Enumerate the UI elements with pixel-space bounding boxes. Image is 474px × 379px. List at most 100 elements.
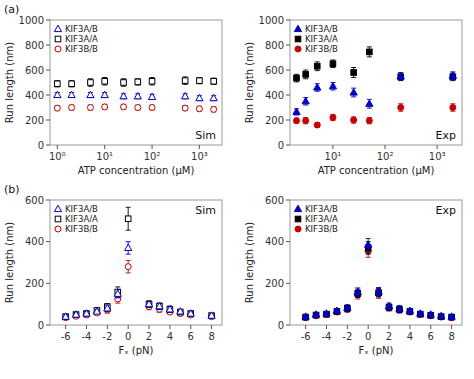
error-bar [135, 105, 140, 110]
x-tick-label: 6 [428, 331, 434, 342]
legend-label: KIF3A/A [65, 214, 98, 224]
error-bar [88, 105, 93, 110]
x-tick [347, 325, 348, 329]
legend-marker [295, 36, 301, 42]
error-bar [150, 105, 155, 110]
y-axis-label: Run length (nm) [4, 42, 15, 123]
point [197, 78, 203, 84]
legend-label: KIF3A/A [65, 34, 98, 44]
x-axis-label: ATP concentration (μM) [78, 165, 195, 176]
point [396, 305, 403, 311]
point [385, 302, 392, 308]
legend-marker [55, 226, 61, 232]
point [93, 308, 100, 314]
point [314, 84, 321, 90]
point [167, 307, 173, 313]
legend: KIF3A/BKIF3A/AKIF3B/B [294, 24, 338, 54]
x-tick-label: 6 [188, 331, 194, 342]
series [63, 207, 215, 319]
point [187, 310, 194, 316]
x-tick [437, 145, 438, 149]
point [438, 312, 445, 318]
y-tick [286, 145, 290, 146]
legend-label: KIF3A/A [305, 34, 338, 44]
point [101, 91, 108, 97]
y-tick-label: 400 [25, 90, 44, 101]
y-tick-label: 400 [265, 90, 284, 101]
y-tick-label: 600 [25, 195, 44, 206]
x-tick-label: 10⁰ [49, 151, 66, 162]
point [177, 308, 184, 314]
error-bar [303, 70, 308, 79]
panel: 0200400600-6-4-202468Fₓ (pN)Run length (… [4, 183, 222, 356]
point [366, 118, 372, 124]
error-bar [197, 106, 202, 111]
error-bar [183, 77, 188, 85]
y-tick [286, 95, 290, 96]
x-tick-label: 0 [125, 331, 131, 342]
point [196, 94, 203, 100]
y-tick-label: 0 [38, 320, 44, 331]
legend-label: KIF3A/A [305, 214, 338, 224]
series [62, 242, 215, 320]
y-axis-label: Run length (nm) [4, 222, 15, 303]
point [330, 61, 336, 67]
point [294, 75, 300, 81]
x-tick-label: 10³ [429, 151, 446, 162]
legend-marker [294, 205, 301, 211]
point [293, 108, 300, 114]
point [157, 303, 163, 309]
legend-marker [295, 216, 301, 222]
point [209, 313, 215, 319]
y-tick-label: 0 [278, 320, 284, 331]
point [84, 311, 90, 317]
point [211, 78, 217, 84]
point [303, 72, 309, 78]
y-tick [286, 200, 290, 201]
x-tick [86, 325, 87, 329]
point [68, 91, 75, 97]
point [72, 311, 79, 317]
x-tick [128, 325, 129, 329]
point [367, 49, 373, 55]
legend-label: KIF3B/B [65, 224, 98, 234]
plot-frame [290, 20, 462, 145]
error-bar [294, 74, 299, 82]
y-tick [286, 120, 290, 121]
point [149, 105, 155, 111]
error-bar [367, 118, 372, 124]
y-tick [286, 283, 290, 284]
point [188, 311, 194, 317]
y-tick-label: 1000 [19, 15, 44, 26]
x-tick-label: 10³ [191, 151, 208, 162]
error-bar [121, 104, 126, 109]
point [208, 312, 215, 318]
point [166, 306, 173, 312]
x-tick-label: -6 [301, 331, 311, 342]
y-tick-label: 800 [25, 40, 44, 51]
point [449, 72, 456, 78]
error-bar [351, 68, 356, 78]
plot-area [293, 47, 457, 128]
point [125, 264, 131, 270]
error-bar [398, 104, 403, 112]
point [121, 104, 127, 110]
x-tick-label: -4 [321, 331, 331, 342]
point [210, 94, 217, 100]
legend-label: KIF3A/B [305, 204, 338, 214]
x-tick [149, 325, 150, 329]
point [351, 70, 357, 76]
series [54, 91, 218, 101]
point [211, 106, 217, 112]
point [302, 97, 309, 103]
y-tick [46, 241, 50, 242]
point [63, 314, 69, 320]
error-bar [211, 78, 216, 84]
x-tick-label: -4 [81, 331, 91, 342]
x-tick [152, 145, 153, 149]
point [375, 288, 382, 294]
point [294, 118, 300, 124]
y-tick-label: 800 [265, 40, 284, 51]
point [365, 241, 372, 247]
y-tick [46, 120, 50, 121]
